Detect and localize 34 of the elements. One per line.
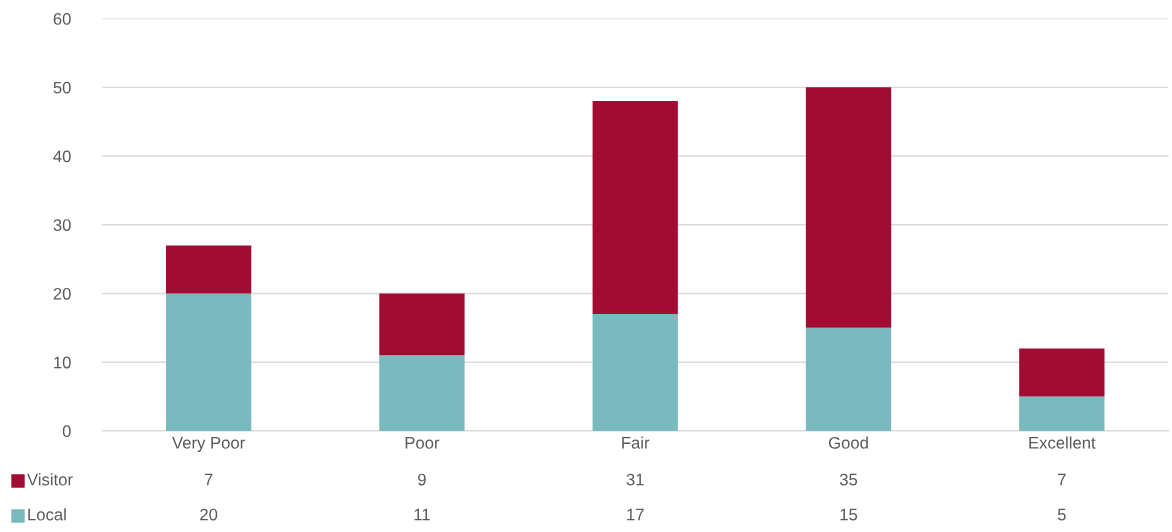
data-label: 7 xyxy=(1058,473,1066,486)
x-tick-label: Fair xyxy=(622,436,650,449)
bar xyxy=(165,245,252,294)
bar xyxy=(805,87,892,328)
data-label: 11 xyxy=(414,508,430,521)
bar xyxy=(379,355,465,431)
x-tick-label: Very Poor xyxy=(172,437,245,453)
data-label: 17 xyxy=(627,508,644,521)
bar xyxy=(805,327,892,431)
bar xyxy=(592,314,678,431)
bar xyxy=(592,101,678,315)
bar xyxy=(165,293,252,431)
y-tick-label: 10 xyxy=(54,356,71,369)
data-label: 9 xyxy=(418,473,426,486)
y-tick-label: 60 xyxy=(53,13,71,25)
legend-label: Local xyxy=(28,508,66,521)
data-label: 7 xyxy=(204,473,213,486)
data-label: 20 xyxy=(200,508,218,521)
y-tick-label: 0 xyxy=(62,425,71,438)
legend-label: Visitor xyxy=(27,473,73,486)
y-tick-label: 50 xyxy=(53,81,71,94)
data-label: 15 xyxy=(840,508,858,521)
data-label: 5 xyxy=(1057,508,1066,521)
y-tick-label: 30 xyxy=(53,219,71,231)
data-label: 35 xyxy=(839,473,858,486)
y-tick-label: 40 xyxy=(53,150,71,163)
bar xyxy=(379,293,465,356)
y-tick-label: 20 xyxy=(53,287,71,300)
data-label: 31 xyxy=(626,473,644,486)
x-tick-label: Good xyxy=(828,436,868,449)
bar xyxy=(1019,348,1105,397)
x-tick-label: Poor xyxy=(405,437,440,449)
bar xyxy=(1019,396,1105,431)
x-tick-label: Excellent xyxy=(1029,436,1096,449)
